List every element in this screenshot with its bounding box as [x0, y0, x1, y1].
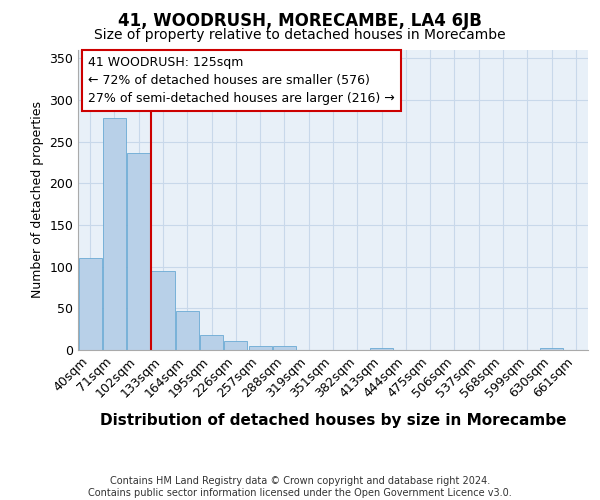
- Text: 41 WOODRUSH: 125sqm
← 72% of detached houses are smaller (576)
27% of semi-detac: 41 WOODRUSH: 125sqm ← 72% of detached ho…: [88, 56, 395, 105]
- Bar: [200, 335, 223, 350]
- Bar: [176, 311, 199, 350]
- Bar: [103, 118, 126, 350]
- Text: 41, WOODRUSH, MORECAMBE, LA4 6JB: 41, WOODRUSH, MORECAMBE, LA4 6JB: [118, 12, 482, 30]
- Bar: [370, 348, 393, 350]
- Y-axis label: Number of detached properties: Number of detached properties: [31, 102, 44, 298]
- Bar: [540, 348, 563, 350]
- Text: Distribution of detached houses by size in Morecambe: Distribution of detached houses by size …: [100, 412, 566, 428]
- Bar: [224, 341, 247, 350]
- Bar: [248, 346, 272, 350]
- Bar: [127, 154, 150, 350]
- Bar: [151, 271, 175, 350]
- Bar: [79, 258, 101, 350]
- Text: Size of property relative to detached houses in Morecambe: Size of property relative to detached ho…: [94, 28, 506, 42]
- Text: Contains HM Land Registry data © Crown copyright and database right 2024.
Contai: Contains HM Land Registry data © Crown c…: [88, 476, 512, 498]
- Bar: [273, 346, 296, 350]
